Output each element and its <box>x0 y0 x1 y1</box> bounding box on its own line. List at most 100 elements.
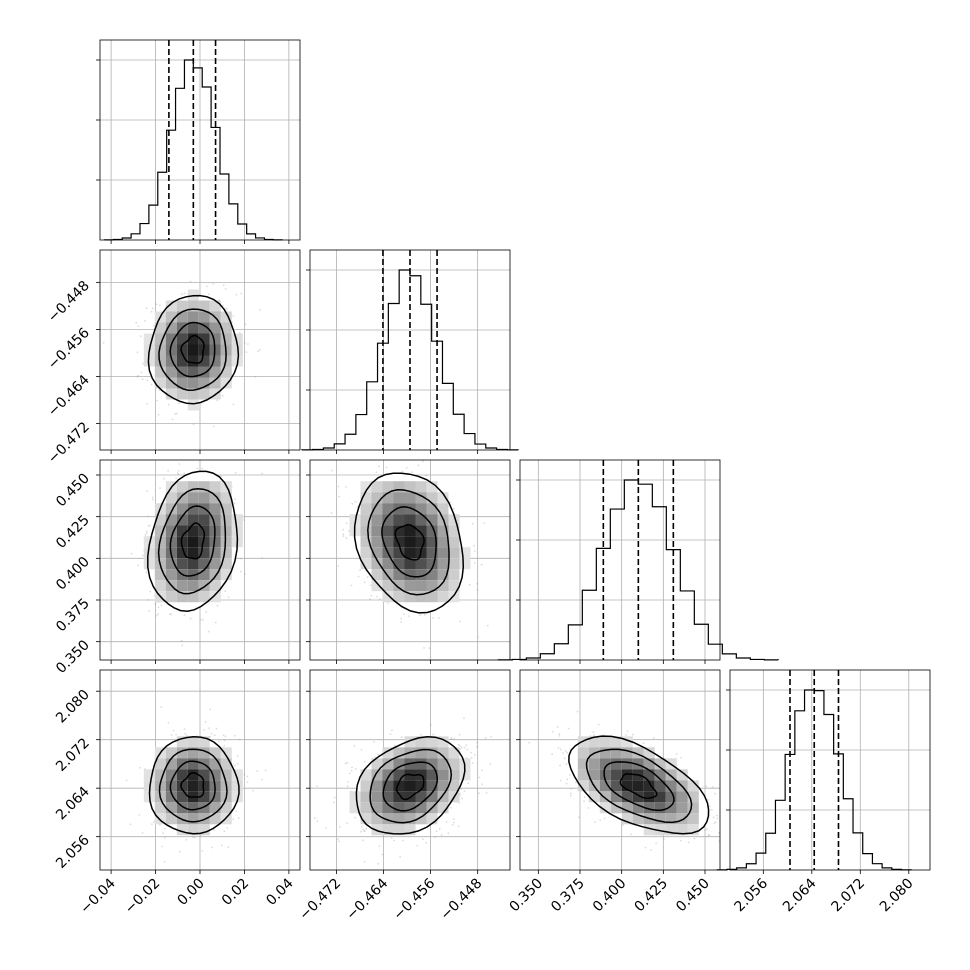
density-cell <box>415 536 427 548</box>
scatter-point <box>175 412 178 415</box>
density-cell <box>415 492 427 504</box>
scatter-point <box>154 602 157 605</box>
scatter-point <box>184 732 187 735</box>
contour-1-3-0 <box>169 760 216 811</box>
density-cell <box>599 747 611 759</box>
scatter-point <box>142 362 144 365</box>
scatter-point <box>233 734 236 737</box>
density-cell <box>610 758 622 770</box>
scatter-point <box>626 730 629 733</box>
scatter-point <box>400 621 403 623</box>
density-cell <box>154 344 166 356</box>
scatter-point <box>417 464 420 467</box>
scatter-point <box>370 594 373 597</box>
density-cell <box>176 824 188 836</box>
scatter-point <box>381 853 384 856</box>
density-cell <box>382 791 394 803</box>
density-cell <box>426 481 438 493</box>
density-cell <box>577 747 589 759</box>
scatter-point <box>157 613 160 616</box>
scatter-point <box>159 487 161 489</box>
density-cell <box>187 514 199 526</box>
scatter-point <box>473 544 475 547</box>
density-cell <box>382 824 394 836</box>
density-cell <box>632 802 644 814</box>
scatter-point <box>144 534 147 536</box>
scatter-point <box>243 341 246 344</box>
density-cell <box>371 525 383 537</box>
scatter-point <box>212 425 215 428</box>
density-cell <box>404 547 416 559</box>
density-cell <box>371 780 383 792</box>
scatter-point <box>205 611 208 614</box>
density-cell <box>404 591 416 603</box>
density-cell <box>187 536 199 548</box>
density-cell <box>209 377 221 389</box>
scatter-point <box>238 738 241 741</box>
scatter-point <box>366 576 369 579</box>
scatter-point <box>460 788 463 790</box>
density-cell <box>632 747 644 759</box>
scatter-point <box>378 465 380 468</box>
density-cell <box>176 388 188 400</box>
density-cell <box>154 758 166 770</box>
density-cell <box>687 813 699 825</box>
scatter-point <box>360 830 362 833</box>
density-cell <box>610 769 622 781</box>
scatter-point <box>163 477 166 480</box>
density-cell <box>198 481 210 493</box>
density-cell <box>665 824 677 836</box>
scatter-point <box>350 584 353 587</box>
scatter-point <box>432 733 435 736</box>
density-cell <box>165 344 177 356</box>
scatter-point <box>153 324 156 327</box>
density-cell <box>209 547 221 559</box>
contour-3-2-0 <box>147 470 239 612</box>
xtick-label-0-4: 0.04 <box>263 875 296 908</box>
scatter-point <box>693 837 696 840</box>
ytick-label-2-3: 0.425 <box>53 512 93 552</box>
density-cell <box>187 758 199 770</box>
density-cell <box>687 824 699 836</box>
density-cell <box>654 813 666 825</box>
scatter-point <box>393 744 396 747</box>
scatter-point <box>551 753 553 756</box>
density-cell <box>154 366 166 378</box>
density-cell <box>437 569 449 581</box>
scatter-point <box>599 819 602 821</box>
scatter-point <box>556 726 559 728</box>
density-cell <box>209 492 221 504</box>
ytick-label-2-4: 0.450 <box>53 471 93 511</box>
density-cell <box>371 769 383 781</box>
density-cell <box>187 558 199 570</box>
scatter-point <box>424 613 426 616</box>
scatter-point <box>450 738 452 741</box>
scatter-point <box>170 734 173 736</box>
density-cell <box>198 322 210 334</box>
xtick-label-2-0: 0.350 <box>506 876 546 916</box>
density-cell <box>220 514 232 526</box>
density-cell <box>165 758 177 770</box>
density-cell <box>360 481 372 493</box>
scatter-point <box>459 792 461 795</box>
density-cell <box>198 492 210 504</box>
scatter-point <box>484 736 487 739</box>
scatter-point <box>234 498 237 500</box>
density-cell <box>371 569 383 581</box>
scatter-point <box>345 522 348 525</box>
panel-content-2-0 <box>100 460 300 660</box>
scatter-point <box>331 469 333 472</box>
scatter-point <box>354 768 357 770</box>
scatter-point <box>167 469 170 472</box>
density-cell <box>198 791 210 803</box>
scatter-point <box>149 590 152 593</box>
density-cell <box>415 580 427 592</box>
density-cell <box>415 813 427 825</box>
density-cell <box>393 813 405 825</box>
scatter-point <box>625 734 627 736</box>
scatter-point <box>222 734 225 737</box>
scatter-point <box>476 589 479 591</box>
scatter-point <box>135 321 138 324</box>
hist-panel-2 <box>497 459 779 661</box>
scatter-point <box>151 823 153 825</box>
